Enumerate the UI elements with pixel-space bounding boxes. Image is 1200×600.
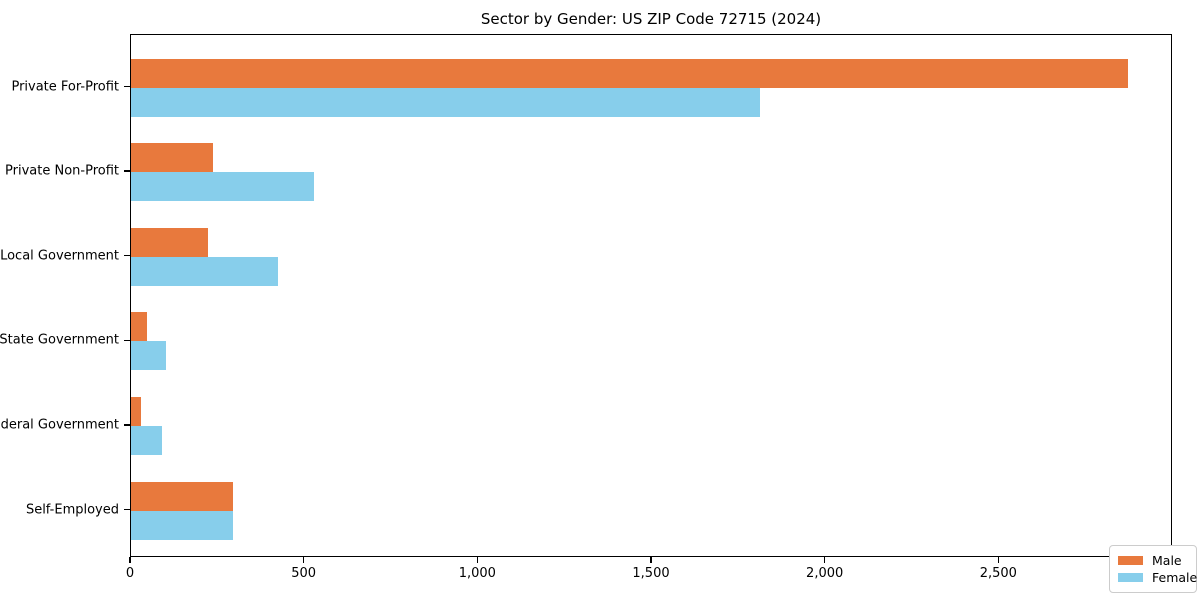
x-tick-mark	[823, 557, 826, 563]
legend: Male Female	[1109, 545, 1197, 593]
x-tick-mark	[302, 557, 305, 563]
x-tick-mark	[129, 557, 131, 563]
bar-female-local-government	[131, 256, 278, 286]
x-tick-mark	[650, 557, 652, 563]
legend-swatch-female	[1118, 573, 1143, 582]
plot-area	[130, 34, 1172, 557]
y-tick-mark	[124, 339, 130, 341]
x-tick-label-1-500: 1,500	[632, 566, 670, 581]
y-tick-mark	[124, 255, 130, 257]
bar-female-self-employed	[131, 510, 233, 540]
y-tick-label-self-employed: Self-Employed	[25, 502, 119, 517]
bar-male-private-non-profit	[131, 143, 214, 173]
bar-female-private-for-profit	[131, 87, 760, 117]
bar-male-self-employed	[131, 481, 234, 511]
x-tick-label-0: 0	[125, 566, 135, 581]
x-tick-mark	[997, 557, 1000, 563]
x-tick-label-2-000: 2,000	[806, 566, 844, 581]
y-tick-mark	[124, 170, 130, 172]
y-tick-label-federal-government: Federal Government	[0, 417, 119, 433]
y-tick-mark	[124, 424, 130, 426]
bar-male-state-government	[131, 312, 147, 342]
bar-female-state-government	[131, 341, 166, 371]
legend-item-female: Female	[1118, 569, 1197, 586]
x-tick-label-500: 500	[291, 566, 317, 581]
bar-female-federal-government	[131, 425, 162, 455]
chart-title: Sector by Gender: US ZIP Code 72715 (202…	[480, 10, 822, 28]
bar-male-private-for-profit	[131, 58, 1128, 88]
y-tick-label-private-for-profit: Private For-Profit	[11, 79, 119, 94]
x-tick-label-1-000: 1,000	[458, 566, 496, 581]
y-tick-label-local-government: Local Government	[0, 248, 119, 264]
y-tick-mark	[124, 508, 130, 511]
y-tick-mark	[124, 85, 130, 88]
legend-label-female: Female	[1152, 570, 1198, 585]
legend-swatch-male	[1118, 556, 1143, 565]
x-tick-label-2-500: 2,500	[979, 566, 1017, 581]
legend-item-male: Male	[1118, 552, 1188, 569]
bar-male-local-government	[131, 227, 209, 257]
y-tick-label-private-non-profit: Private Non-Profit	[5, 163, 119, 179]
bar-male-federal-government	[131, 396, 142, 426]
legend-label-male: Male	[1152, 553, 1182, 568]
bar-female-private-non-profit	[131, 172, 315, 202]
y-tick-label-state-government: State Government	[0, 332, 119, 348]
x-tick-mark	[476, 557, 479, 563]
